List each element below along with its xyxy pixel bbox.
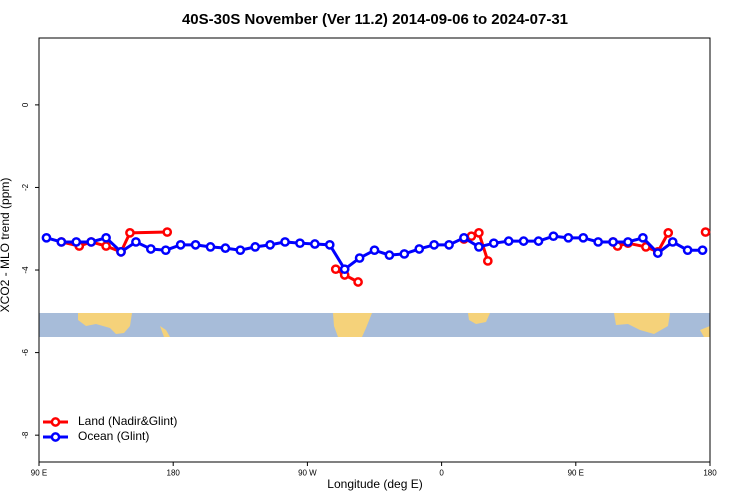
plot-frame xyxy=(38,37,711,463)
point xyxy=(459,232,469,243)
point xyxy=(160,245,171,256)
point xyxy=(71,237,82,247)
point xyxy=(503,236,514,246)
point xyxy=(205,242,216,252)
x-axis-label: Longitude (deg E) xyxy=(327,477,422,491)
point xyxy=(578,232,589,243)
point xyxy=(324,239,335,250)
point xyxy=(339,264,350,275)
point xyxy=(663,228,674,238)
point xyxy=(608,237,618,247)
point xyxy=(353,277,363,287)
point xyxy=(280,237,290,247)
point xyxy=(354,253,365,263)
point xyxy=(235,245,246,256)
point xyxy=(399,249,410,259)
y-tick-label: -4 xyxy=(21,266,30,274)
legend-marker xyxy=(50,432,61,442)
y-axis-label: XCO2 - MLO trend (ppm) xyxy=(0,178,12,313)
point xyxy=(125,228,135,238)
point xyxy=(593,237,604,247)
x-tick-label: 90 E xyxy=(31,469,47,478)
point xyxy=(101,232,111,243)
point xyxy=(86,237,97,247)
point xyxy=(641,242,651,252)
point xyxy=(220,243,231,253)
legend-label: Ocean (Glint) xyxy=(78,429,149,443)
point xyxy=(474,242,484,252)
y-tick-label: -2 xyxy=(21,183,30,191)
map-band xyxy=(39,313,710,337)
point xyxy=(310,239,320,249)
point xyxy=(116,247,126,257)
point xyxy=(563,232,574,243)
x-tick-label: 180 xyxy=(167,469,181,478)
point xyxy=(474,228,484,238)
point xyxy=(265,239,275,250)
point xyxy=(623,237,633,247)
y-tick-label: 0 xyxy=(21,102,30,107)
point xyxy=(429,239,439,250)
point xyxy=(369,245,380,256)
point xyxy=(518,236,529,246)
x-tick-label: 90 W xyxy=(298,469,317,478)
point xyxy=(533,236,544,246)
point xyxy=(682,245,693,256)
chart-title: 40S-30S November (Ver 11.2) 2014-09-06 t… xyxy=(182,11,568,28)
point xyxy=(330,264,341,275)
point xyxy=(131,237,141,247)
point xyxy=(190,239,201,250)
y-tick-label: -8 xyxy=(21,431,30,439)
point xyxy=(384,250,395,261)
point xyxy=(101,241,111,251)
point xyxy=(488,238,499,249)
point xyxy=(414,244,425,254)
point xyxy=(444,239,454,250)
point xyxy=(482,256,493,266)
point xyxy=(295,238,305,249)
point xyxy=(638,232,648,243)
point xyxy=(466,231,477,242)
legend-label: Land (Nadir&Glint) xyxy=(78,414,177,428)
x-tick-label: 0 xyxy=(439,469,444,478)
x-tick-label: 90 E xyxy=(568,469,584,478)
x-tick-label: 180 xyxy=(703,469,717,478)
legend-marker xyxy=(50,417,61,427)
point xyxy=(250,242,261,252)
point xyxy=(56,237,67,247)
point xyxy=(175,239,186,250)
point xyxy=(667,237,678,247)
y-tick-label: -6 xyxy=(21,348,30,356)
point xyxy=(162,227,173,237)
point xyxy=(652,248,663,258)
point xyxy=(41,232,52,243)
point xyxy=(697,245,708,256)
point xyxy=(145,244,156,254)
point xyxy=(700,227,711,237)
point xyxy=(548,231,559,242)
